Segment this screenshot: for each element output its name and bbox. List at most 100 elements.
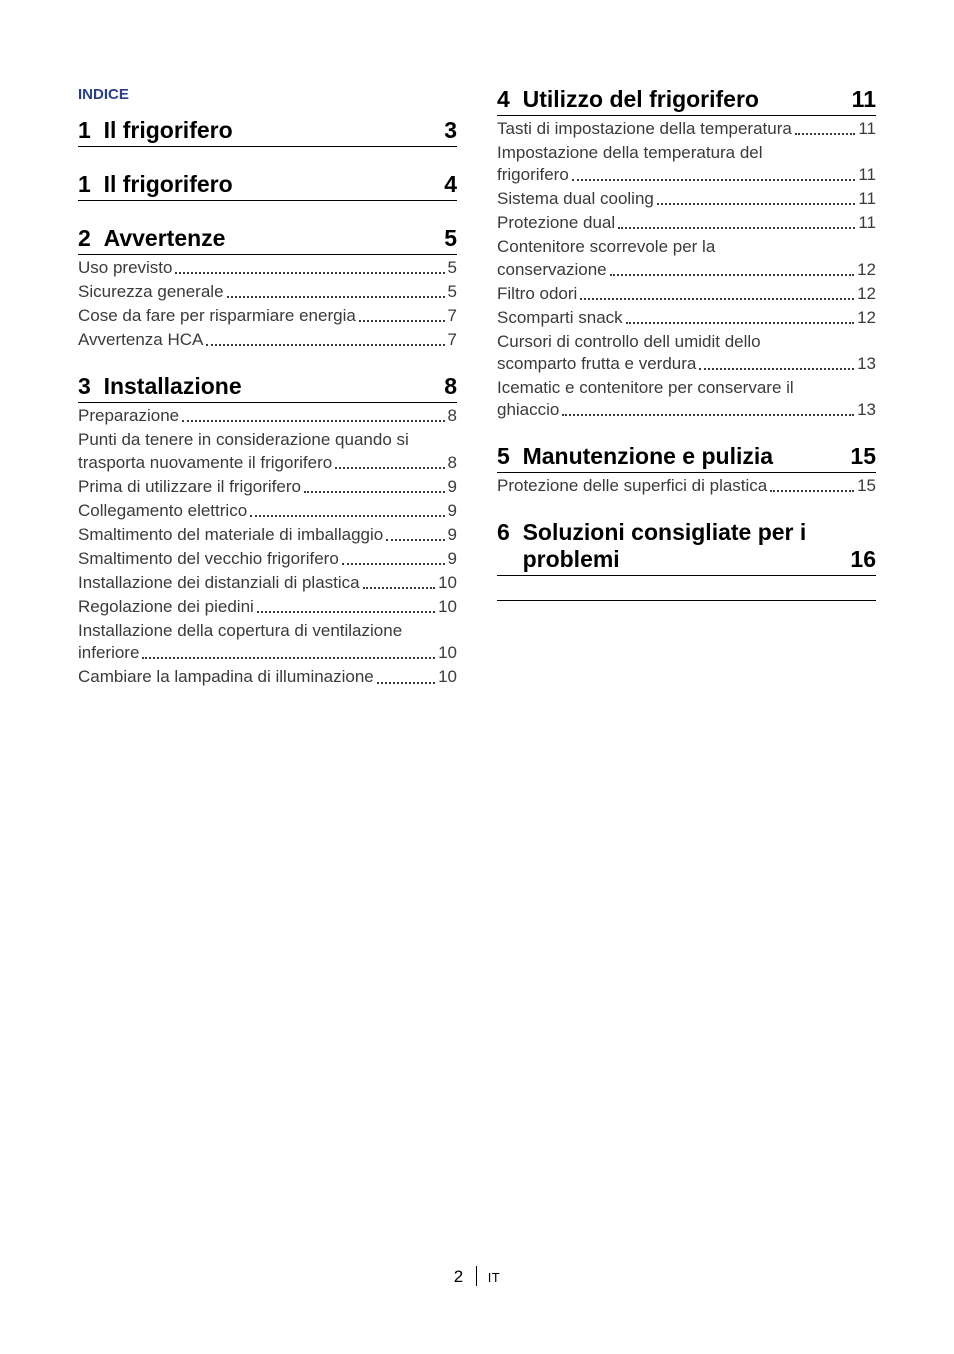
entry-label: Sistema dual cooling xyxy=(497,188,654,210)
toc-entry: Cursori di controllo dell umidit dello s… xyxy=(497,331,876,375)
entry-label: Smaltimento del materiale di imballaggio xyxy=(78,524,383,546)
leader-dots xyxy=(227,295,445,298)
toc-entry: Tasti di impostazione della temperatura … xyxy=(497,118,876,140)
section-page: 16 xyxy=(842,546,876,573)
section-number: 2 xyxy=(78,225,104,252)
toc-entry: Protezione dual 11 xyxy=(497,212,876,234)
section-page: 4 xyxy=(436,171,457,198)
entry-page: 8 xyxy=(448,452,457,474)
leader-dots xyxy=(359,319,445,322)
leader-dots xyxy=(175,271,444,274)
section-heading: 4 Utilizzo del frigorifero 11 xyxy=(497,86,876,116)
entry-page: 9 xyxy=(448,500,457,522)
leader-dots xyxy=(562,413,854,416)
entry-label: ghiaccio xyxy=(497,399,559,421)
section-page: 5 xyxy=(436,225,457,252)
toc-entry: Scomparti snack 12 xyxy=(497,307,876,329)
section-page: 11 xyxy=(844,86,876,113)
leader-dots xyxy=(142,656,435,659)
section-title: problemi xyxy=(523,546,620,572)
leader-dots xyxy=(770,489,854,492)
section-number: 5 xyxy=(497,443,523,470)
entry-label: Collegamento elettrico xyxy=(78,500,247,522)
entry-page: 9 xyxy=(448,548,457,570)
entry-label: Scomparti snack xyxy=(497,307,623,329)
entry-label: Protezione delle superfici di plastica xyxy=(497,475,767,497)
entry-page: 11 xyxy=(858,188,876,210)
leader-dots xyxy=(182,419,444,422)
leader-dots xyxy=(377,681,435,684)
indice-heading: INDICE xyxy=(78,86,457,103)
entry-page: 10 xyxy=(438,642,457,664)
section-title: Il frigorifero xyxy=(104,171,437,198)
entry-label: Prima di utilizzare il frigorifero xyxy=(78,476,301,498)
entry-label: Uso previsto xyxy=(78,257,172,279)
section-heading: 1 Il frigorifero 4 xyxy=(78,171,457,201)
entry-label: frigorifero xyxy=(497,164,569,186)
entry-label: conservazione xyxy=(497,259,607,281)
page-footer: 2 IT xyxy=(0,1267,954,1288)
toc-entry: Cambiare la lampadina di illuminazione 1… xyxy=(78,666,457,688)
toc-entry: Uso previsto 5 xyxy=(78,257,457,279)
entry-page: 11 xyxy=(858,164,876,186)
toc-entry: Smaltimento del vecchio frigorifero 9 xyxy=(78,548,457,570)
leader-dots xyxy=(572,178,856,181)
leader-dots xyxy=(363,586,435,589)
entry-label: Filtro odori xyxy=(497,283,577,305)
leader-dots xyxy=(335,466,444,469)
section-page: 8 xyxy=(436,373,457,400)
entry-page: 7 xyxy=(448,329,457,351)
toc-entry: Collegamento elettrico 9 xyxy=(78,500,457,522)
entry-label: Icematic e contenitore per conservare il xyxy=(497,377,876,399)
section-title: Manutenzione e pulizia xyxy=(523,443,843,470)
footer-page-number: 2 xyxy=(454,1267,463,1286)
leader-dots xyxy=(610,273,854,276)
toc-entry: Punti da tenere in considerazione quando… xyxy=(78,429,457,473)
leader-dots xyxy=(657,202,855,205)
section-heading: 5 Manutenzione e pulizia 15 xyxy=(497,443,876,473)
entry-label: Sicurezza generale xyxy=(78,281,224,303)
entry-page: 12 xyxy=(857,307,876,329)
section-heading: 3 Installazione 8 xyxy=(78,373,457,403)
entry-label: Regolazione dei piedini xyxy=(78,596,254,618)
entry-label: Installazione della copertura di ventila… xyxy=(78,620,457,642)
section-number: 1 xyxy=(78,117,104,144)
footer-separator xyxy=(476,1266,477,1286)
entry-label: Smaltimento del vecchio frigorifero xyxy=(78,548,339,570)
section-title: Avvertenze xyxy=(104,225,437,252)
section-title: Soluzioni consigliate per i xyxy=(523,519,807,545)
section-number: 4 xyxy=(497,86,523,113)
section-number: 3 xyxy=(78,373,104,400)
leader-dots xyxy=(206,343,444,346)
leader-dots xyxy=(257,610,435,613)
entry-page: 7 xyxy=(448,305,457,327)
section-page: 15 xyxy=(842,443,876,470)
toc-entry: Avvertenza HCA 7 xyxy=(78,329,457,351)
entry-label: Punti da tenere in considerazione quando… xyxy=(78,429,457,451)
leader-dots xyxy=(342,562,445,565)
toc-entry: Sistema dual cooling 11 xyxy=(497,188,876,210)
entry-label: Installazione dei distanziali di plastic… xyxy=(78,572,360,594)
leader-dots xyxy=(618,226,855,229)
leader-dots xyxy=(304,490,445,493)
entry-page: 12 xyxy=(857,259,876,281)
entry-label: Protezione dual xyxy=(497,212,615,234)
toc-entry: Regolazione dei piedini 10 xyxy=(78,596,457,618)
entry-label: Avvertenza HCA xyxy=(78,329,203,351)
leader-dots xyxy=(795,132,856,135)
section-number: 6 xyxy=(497,519,523,545)
footer-language: IT xyxy=(488,1270,501,1285)
entry-label: Cose da fare per risparmiare energia xyxy=(78,305,356,327)
entry-page: 12 xyxy=(857,283,876,305)
toc-entry: Impostazione della temperatura del frigo… xyxy=(497,142,876,186)
entry-label: Cursori di controllo dell umidit dello xyxy=(497,331,876,353)
section-title: Il frigorifero xyxy=(104,117,437,144)
toc-entry: Sicurezza generale 5 xyxy=(78,281,457,303)
entry-label: trasporta nuovamente il frigorifero xyxy=(78,452,332,474)
entry-page: 10 xyxy=(438,596,457,618)
entry-page: 13 xyxy=(857,399,876,421)
entry-page: 9 xyxy=(448,524,457,546)
entry-label: Impostazione della temperatura del xyxy=(497,142,876,164)
leader-dots xyxy=(699,367,854,370)
toc-entry: Installazione della copertura di ventila… xyxy=(78,620,457,664)
